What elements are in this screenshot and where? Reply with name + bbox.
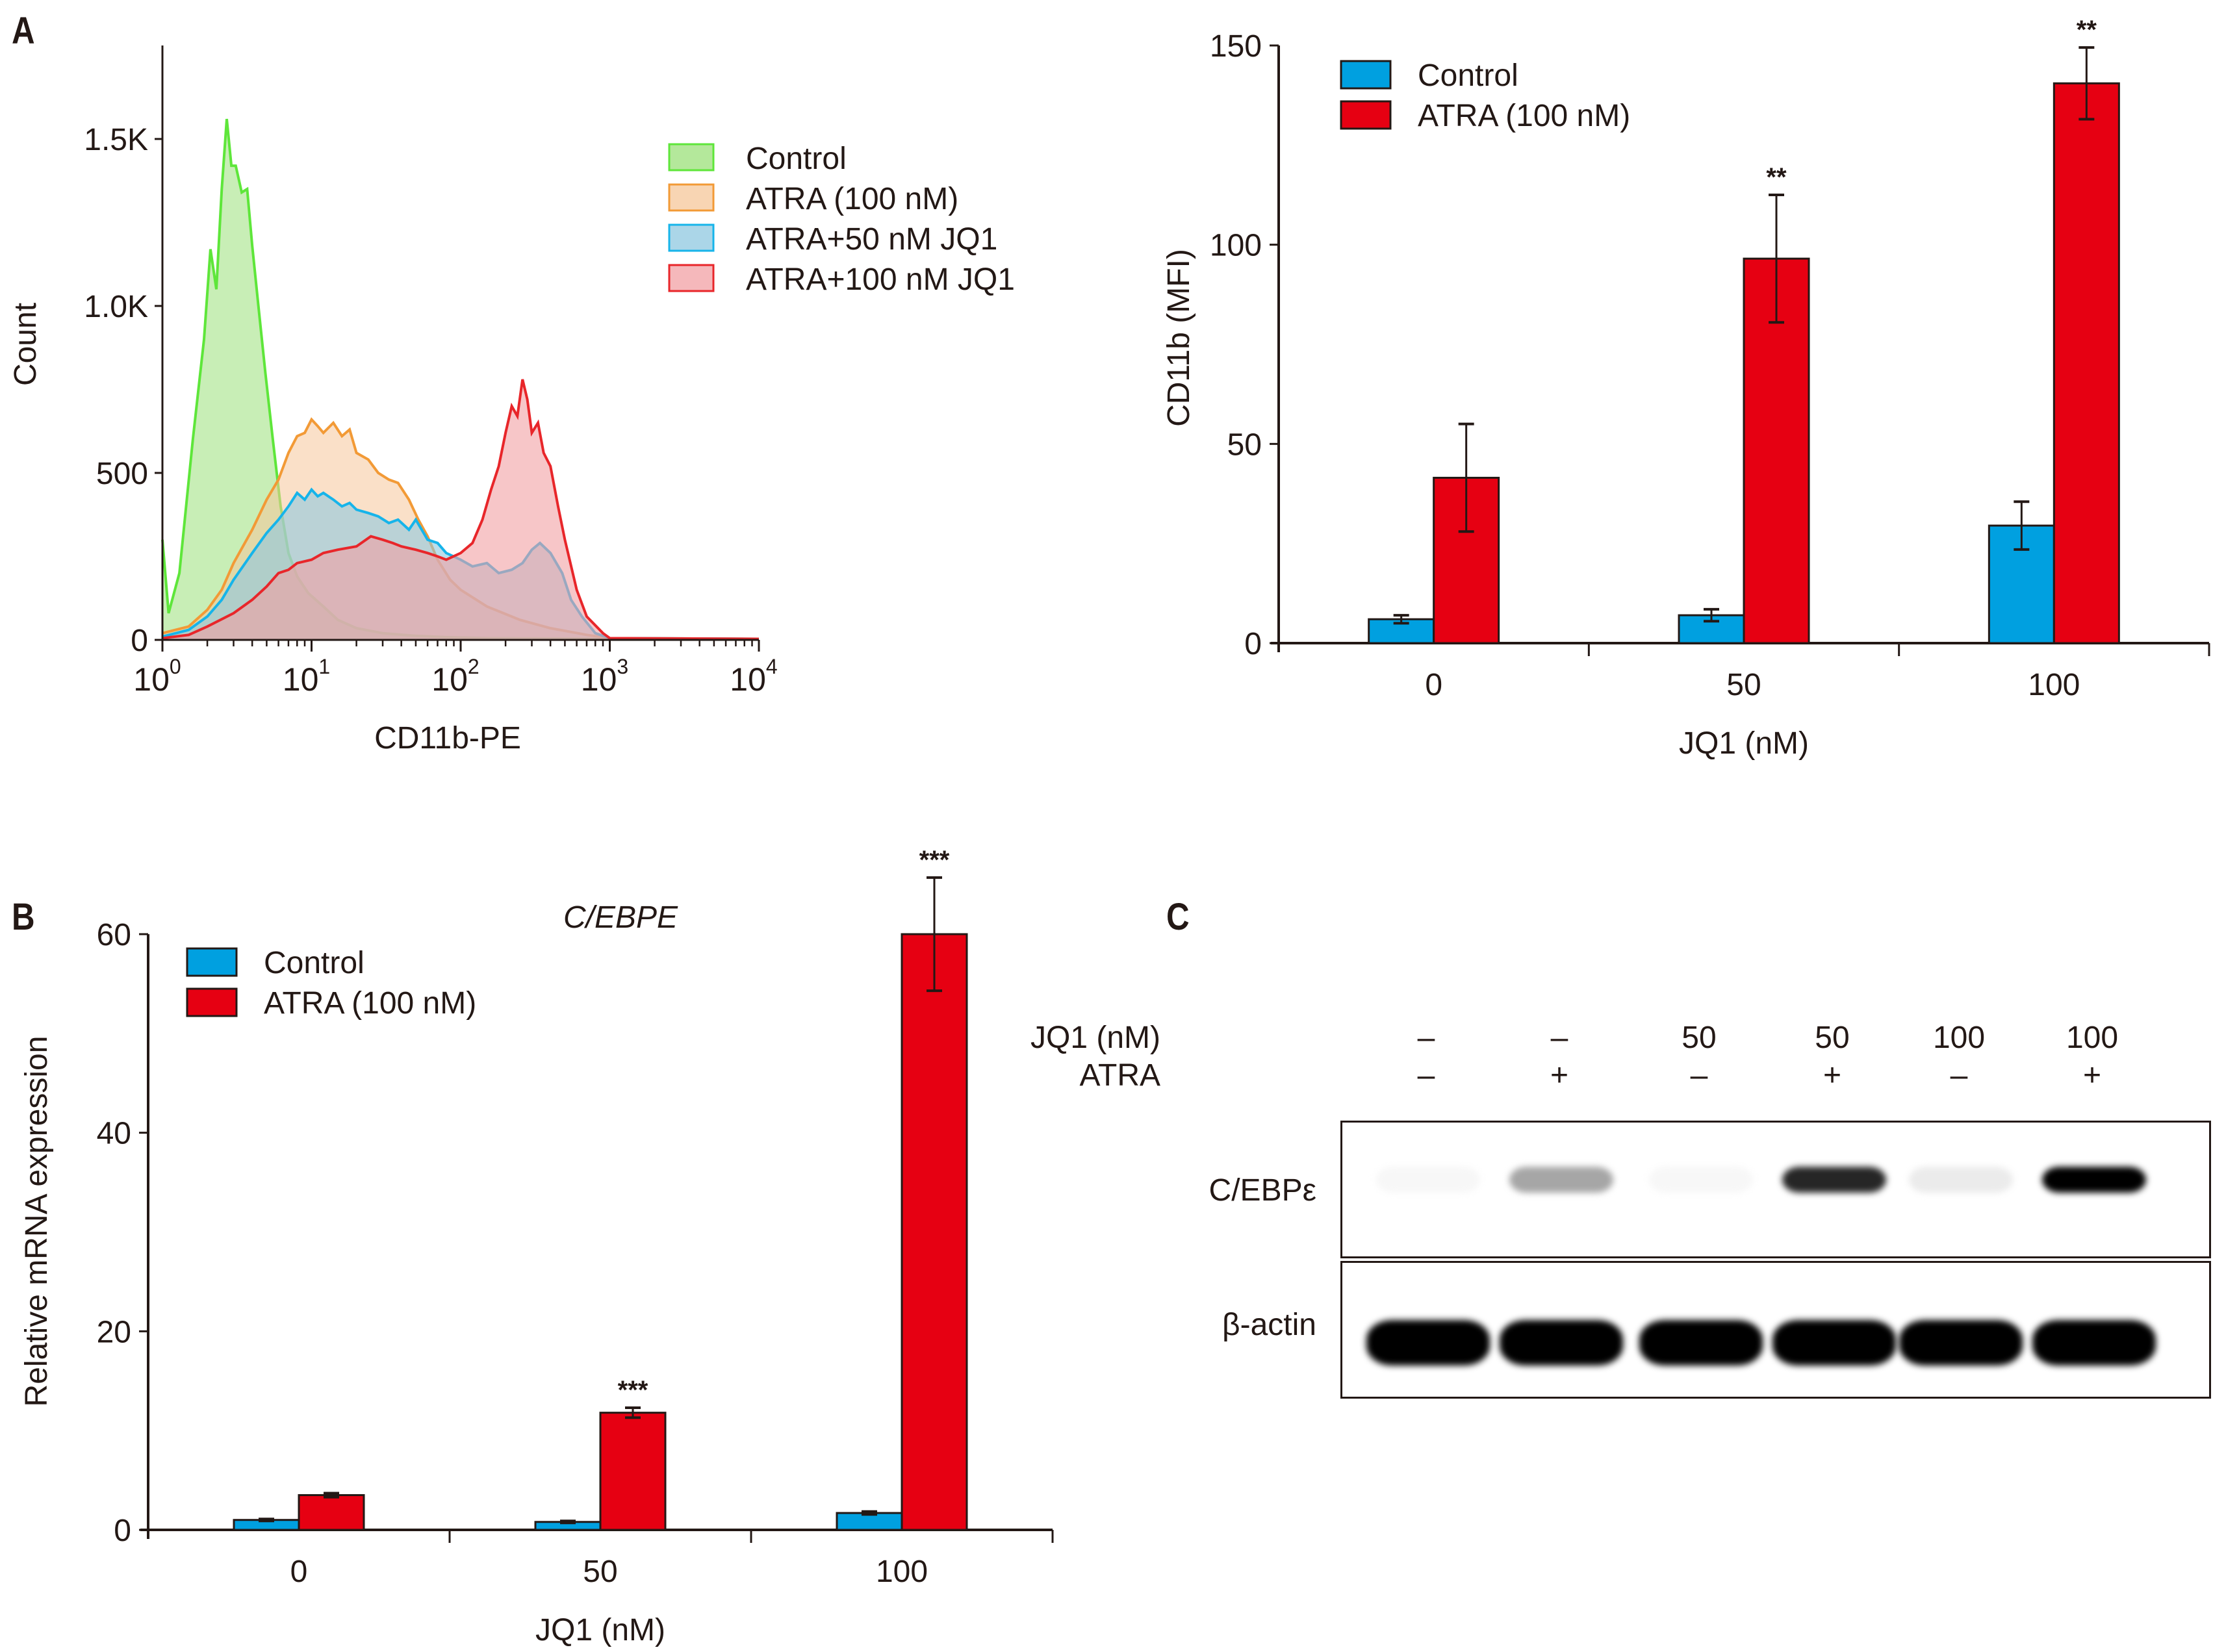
significance-marker: ** [2077,16,2097,44]
lane-atra-value: + [2082,1058,2102,1093]
y-tick-label: 150 [1210,29,1262,64]
x-tick-label: 0 [1425,668,1442,702]
legend-label: Control [746,142,847,176]
lane-atra-value: + [1823,1058,1842,1093]
blot-band [1649,1167,1753,1193]
lane-atra-value: + [1550,1058,1569,1093]
x-tick-label: 104 [730,655,777,698]
blot-band [1899,1320,2023,1366]
blot-band [1366,1320,1490,1366]
lane-jq1-value: 100 [1932,1021,1986,1055]
x-axis-label: JQ1 (nM) [1679,726,1809,761]
significance-marker: *** [919,846,950,874]
lane-jq1-value: 50 [1815,1021,1850,1055]
y-tick-label: 0 [131,624,148,658]
x-tick-label: 50 [1726,668,1761,702]
bar-atra [298,1494,365,1531]
y-axis-label: Count [8,303,43,386]
bar-atra [901,933,968,1531]
bar-atra [2053,82,2120,644]
cd11b-mfi-bar-chart: 0 50 100 150 0 50 100 ** ** JQ1 (nM) CD11b (MFI) Co… [1162,16,2210,761]
y-tick-label: 100 [1210,229,1262,263]
legend-swatch [668,183,715,212]
y-tick-label: 1.0K [84,290,148,324]
legend-swatch [668,223,715,252]
significance-marker: ** [1766,163,1787,192]
legend-label: ATRA (100 nM) [264,986,476,1021]
cebpe-mrna-bar-chart: 0 20 40 60 0 50 100 *** *** JQ1 (nM) Relative mRNA… [19,846,1054,1647]
lane-atra-value: – [1690,1058,1708,1093]
x-axis-label: CD11b-PE [374,721,521,756]
legend-swatch [1340,100,1392,130]
blot-band [1376,1167,1480,1193]
legend-swatch [186,987,238,1017]
lane-atra-value: – [1417,1058,1435,1093]
western-blot: JQ1 (nM) ATRA – – – +50–50 +100–100 + C/EBPε … [1030,864,2213,1416]
atra-row-header: ATRA [1079,1058,1160,1093]
legend-label: ATRA+100 nM JQ1 [746,262,1015,297]
legend-label: ATRA+50 nM JQ1 [746,222,997,257]
significance-marker: *** [618,1376,648,1404]
blot-band [2032,1320,2156,1366]
jq1-row-header: JQ1 (nM) [1030,1021,1160,1055]
x-tick-label: 102 [431,655,479,698]
y-tick-label: 20 [97,1315,131,1349]
lane-jq1-value: – [1550,1021,1568,1055]
legend-swatch [186,947,238,977]
x-tick-label: 100 [133,655,181,698]
blot-cebpe [1340,1121,2211,1258]
blot-band [1782,1167,1886,1193]
x-axis-label: JQ1 (nM) [535,1613,665,1647]
y-tick-label: 50 [1227,427,1262,462]
chart-title: C/EBPE [563,900,678,935]
bar-atra [599,1412,667,1531]
blot-band [1639,1320,1763,1366]
y-tick-label: 500 [96,457,148,491]
x-tick-label: 100 [876,1555,928,1589]
x-tick-label: 0 [290,1555,308,1589]
x-tick-label: 50 [583,1555,617,1589]
lane-jq1-value: 50 [1682,1021,1717,1055]
blot-beta-actin [1340,1261,2211,1399]
lane-jq1-value: 100 [2066,1021,2119,1055]
y-tick-label: 0 [114,1514,131,1548]
blot-band [1909,1167,2013,1193]
blot-band [1500,1320,1623,1366]
legend-swatch [668,143,715,172]
x-tick-label: 103 [581,655,628,698]
legend-swatch [1340,60,1392,90]
panel-label-c: C [1166,896,1190,938]
panel-label-a: A [12,10,35,52]
blot-band [1509,1167,1613,1193]
y-axis-label: Relative mRNA expression [19,1036,54,1407]
legend-swatch [668,264,715,292]
legend-label: Control [1418,58,1518,93]
y-tick-label: 40 [97,1117,131,1151]
blot-band [1772,1320,1896,1366]
blot-label-cebpe: C/EBPε [1209,1173,1316,1208]
y-axis-label: CD11b (MFI) [1162,249,1196,427]
blot-band [2042,1167,2146,1193]
y-tick-label: 1.5K [84,123,148,157]
y-tick-label: 60 [97,918,131,952]
legend-label: Control [264,946,365,980]
legend-label: ATRA (100 nM) [746,182,958,216]
x-tick-label: 101 [283,655,330,698]
histogram-area-3 [162,379,759,640]
lane-atra-value: – [1950,1058,1968,1093]
legend-label: ATRA (100 nM) [1418,99,1630,133]
flow-histogram-chart: 0 500 1.0K 1.5K 100 101 102 103 104 CD11b-PE Count… [8,45,1015,756]
histogram-line-3 [162,379,760,641]
x-tick-label: 100 [2028,668,2080,702]
blot-label-beta-actin: β-actin [1222,1308,1316,1342]
lane-jq1-value: – [1417,1021,1435,1055]
y-tick-label: 0 [1244,627,1262,661]
panel-label-b: B [12,896,35,938]
